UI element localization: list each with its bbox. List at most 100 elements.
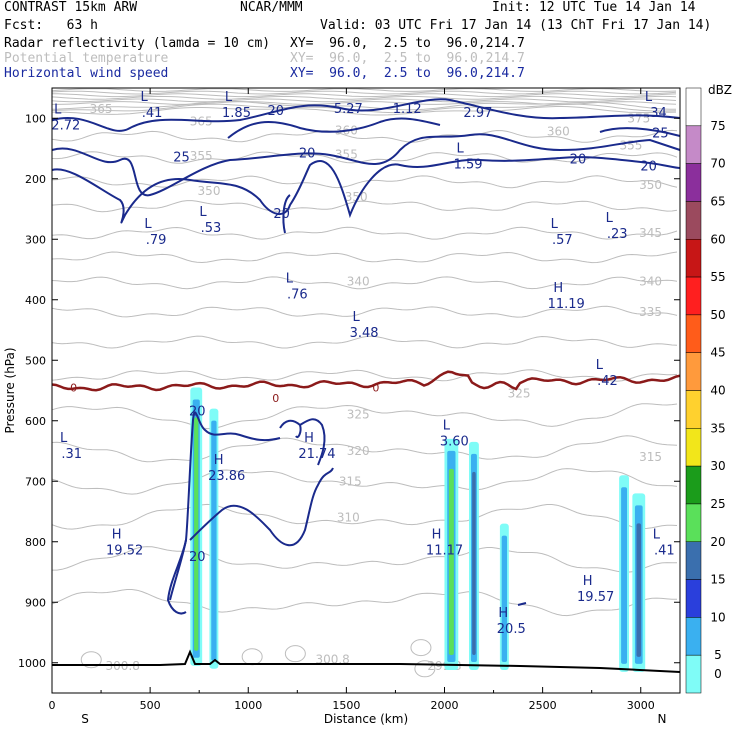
theta-contour xyxy=(51,88,677,92)
extremum-marker: L xyxy=(54,102,62,117)
extremum-marker: L xyxy=(144,217,152,232)
theta-contour xyxy=(51,369,678,382)
reflectivity-core xyxy=(447,450,456,663)
wind-contour xyxy=(227,117,441,139)
x-tick-label: 1500 xyxy=(332,699,360,712)
extremum-value: 1.59 xyxy=(454,158,483,173)
y-tick-label: 500 xyxy=(25,354,46,367)
wind-label: 20 xyxy=(570,152,587,167)
extremum-marker: L xyxy=(596,358,604,373)
colorbar-swatch xyxy=(685,201,702,240)
extremum-value: 20.5 xyxy=(497,622,526,637)
extremum-marker: L xyxy=(225,90,233,105)
y-tick-label: 700 xyxy=(25,475,46,488)
colorbar-label: 5 xyxy=(714,648,722,662)
colorbar-label: 75 xyxy=(710,119,725,133)
reflectivity-core xyxy=(636,523,642,657)
reflectivity-core xyxy=(194,417,199,651)
theta-label: 300.8 xyxy=(105,659,139,673)
extremum-marker: L xyxy=(653,528,661,543)
theta-label: 355 xyxy=(190,149,213,163)
theta-contour xyxy=(51,95,677,100)
valid-time: Valid: 03 UTC Fri 17 Jan 14 (13 ChT Fri … xyxy=(320,18,712,33)
wind-label: 20 xyxy=(267,104,284,119)
reflectivity-column xyxy=(499,523,509,671)
colorbar-label: 20 xyxy=(710,535,725,549)
extremum-marker: L xyxy=(141,90,149,105)
south-end-label: S xyxy=(81,712,89,726)
theta-contour xyxy=(410,639,432,657)
y-tick-label: 400 xyxy=(25,294,46,307)
theta-contour xyxy=(51,100,677,111)
theta-label: 350 xyxy=(198,184,221,198)
extremum-value: 3.60 xyxy=(440,435,469,450)
theta-label: 320 xyxy=(347,444,370,458)
colorbar-swatch xyxy=(685,276,702,316)
extremum-marker: H xyxy=(112,528,122,543)
theta-contour xyxy=(51,435,678,463)
wind-label: 5.27 xyxy=(334,102,363,117)
reflectivity-core xyxy=(211,420,217,661)
theta-contour xyxy=(51,151,678,164)
reflectivity-core xyxy=(470,453,477,663)
x-tick-label: 500 xyxy=(140,699,161,712)
plot-frame xyxy=(51,87,681,694)
extremum-value: .41 xyxy=(654,544,675,559)
plot-background xyxy=(52,88,680,693)
forecast-hour: Fcst: 63 h xyxy=(4,18,98,33)
wind-label: 20 xyxy=(189,405,206,420)
theta-label: 315 xyxy=(339,474,362,488)
reflectivity-column xyxy=(190,387,203,666)
colorbar-label: 25 xyxy=(710,497,725,511)
reflectivity-core xyxy=(621,487,628,664)
wind-label: 20 xyxy=(189,550,206,565)
wind-label: 1.12 xyxy=(393,102,422,117)
theta-label: 325 xyxy=(347,408,370,422)
extremum-marker: L xyxy=(645,90,653,105)
field-theta-xy: XY= 96.0, 2.5 to 96.0,214.7 xyxy=(290,51,525,66)
field-wind-label: Horizontal wind speed xyxy=(4,66,169,81)
colorbar-swatch xyxy=(685,239,702,278)
theta-label: 360 xyxy=(547,125,570,139)
wind-contour xyxy=(51,98,681,132)
extremum-value: 3.48 xyxy=(350,326,379,341)
extremum-marker: L xyxy=(286,272,294,287)
extremum-marker: L xyxy=(60,431,68,446)
colorbar-swatch xyxy=(685,314,702,353)
colorbar-swatch xyxy=(685,352,702,391)
colorbar-swatch xyxy=(685,654,702,694)
colorbar-label: 60 xyxy=(710,232,725,246)
freezing-level-label: 0 xyxy=(372,381,379,394)
y-tick-label: 100 xyxy=(25,112,46,125)
theta-label: 340 xyxy=(347,275,370,289)
theta-label: 299.3 xyxy=(427,659,461,673)
extremum-value: .79 xyxy=(146,233,167,248)
extremum-value: 1.85 xyxy=(222,106,251,121)
x-tick-label: 2000 xyxy=(431,699,459,712)
colorbar-swatch xyxy=(685,541,702,580)
init-time: Init: 12 UTC Tue 14 Jan 14 xyxy=(492,0,696,15)
extremum-value: 2.72 xyxy=(51,118,80,133)
wind-contour xyxy=(51,133,681,197)
theta-contour xyxy=(51,503,678,530)
freezing-level-line xyxy=(51,370,681,392)
model-title: CONTRAST 15km ARW xyxy=(4,0,138,15)
extremum-value: .41 xyxy=(142,106,163,121)
extremum-marker: L xyxy=(551,217,559,232)
theta-label: 325 xyxy=(508,387,531,401)
extremum-marker: L xyxy=(443,419,451,434)
theta-contour xyxy=(51,103,677,114)
extremum-value: .42 xyxy=(597,374,618,389)
y-tick-label: 800 xyxy=(25,536,46,549)
colorbar-label: 35 xyxy=(710,421,725,435)
colorbar-swatch xyxy=(685,465,702,505)
theta-label: 350 xyxy=(639,178,662,192)
y-tick-label: 300 xyxy=(25,233,46,246)
freezing-level-label: 0 xyxy=(70,381,77,394)
extremum-value: .76 xyxy=(287,288,308,303)
y-tick-label: 600 xyxy=(25,415,46,428)
reflectivity-core xyxy=(634,505,643,664)
theta-contour xyxy=(51,251,678,264)
wind-contour xyxy=(282,194,291,234)
colorbar-label: 0 xyxy=(714,667,722,681)
